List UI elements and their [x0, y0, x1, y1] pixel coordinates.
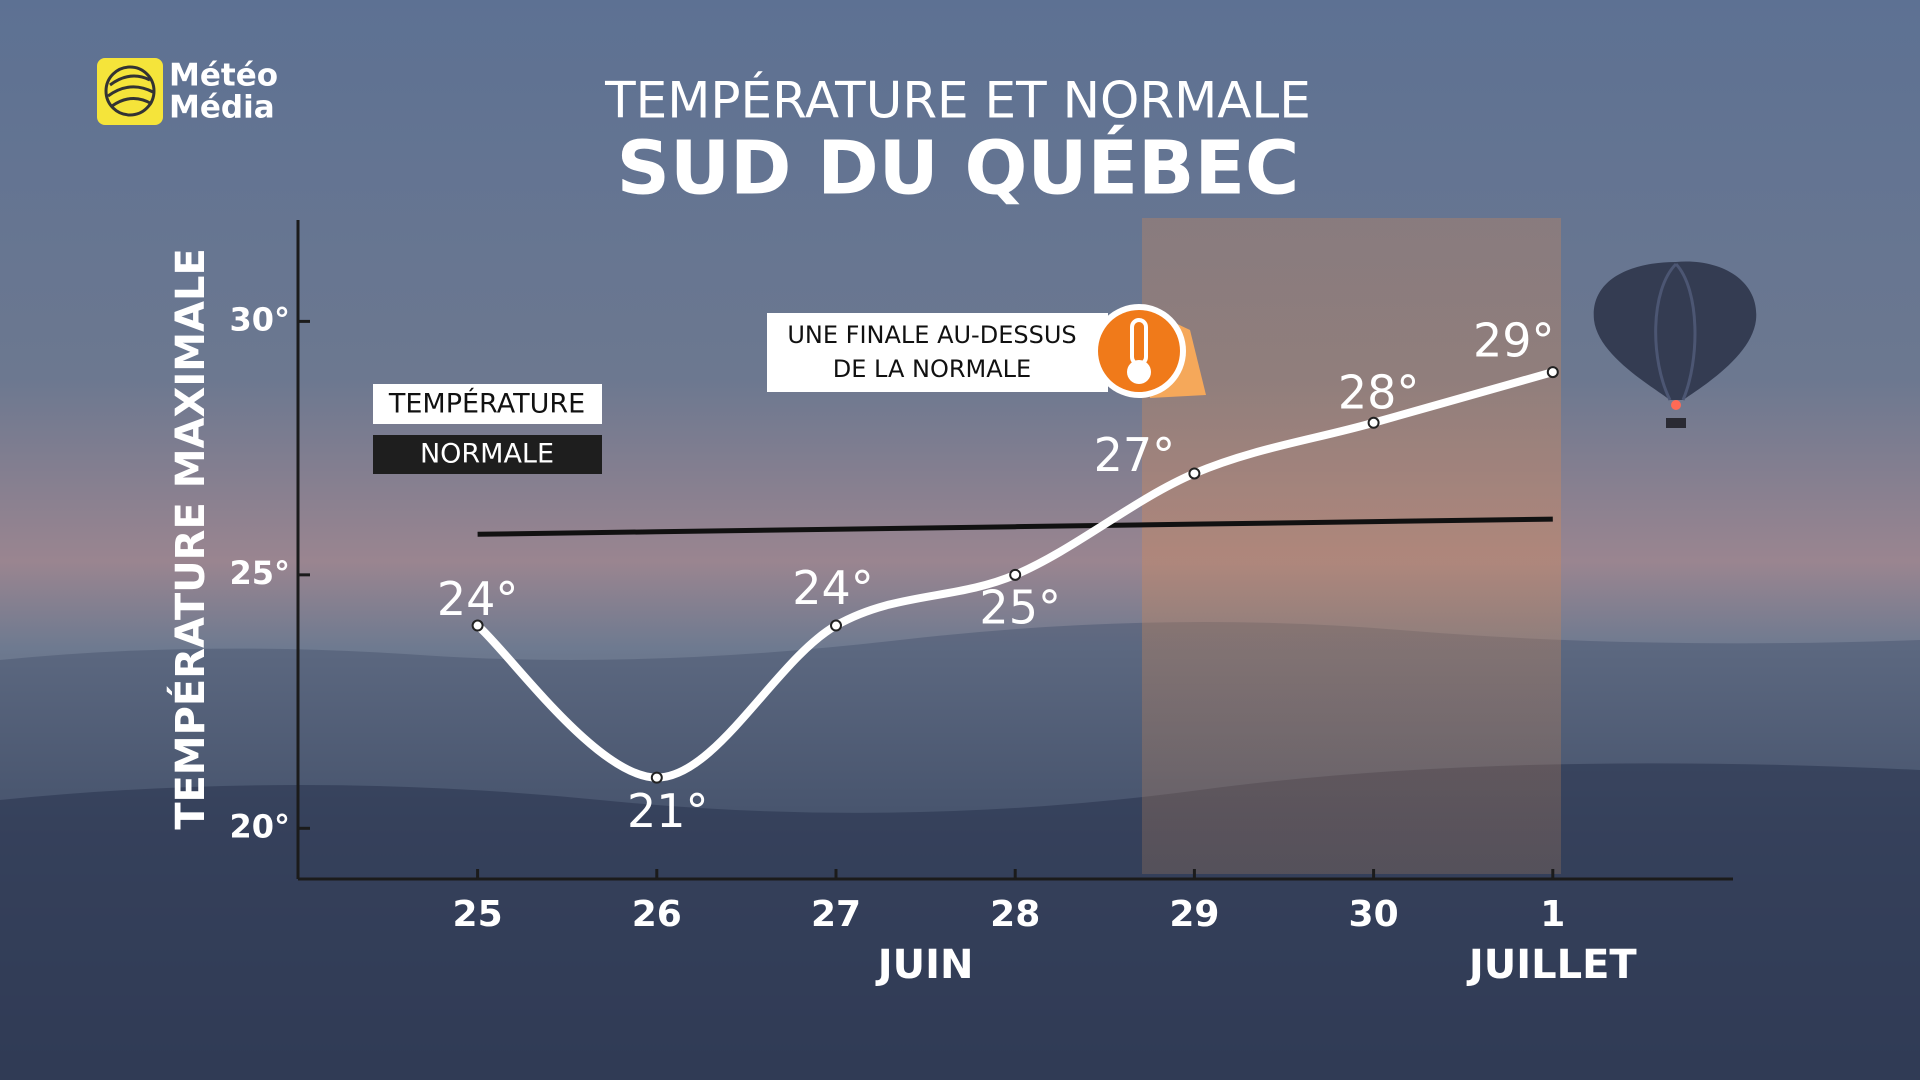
x-tick-label: 1 [1540, 894, 1565, 935]
month-label: JUILLET [1466, 942, 1638, 988]
y-tick-label: 20° [229, 807, 290, 845]
legend-swatch [373, 435, 602, 474]
legend-label: NORMALE [420, 439, 554, 470]
highlight-region [1142, 218, 1561, 874]
value-label: 24° [437, 572, 519, 626]
value-label: 28° [1338, 365, 1420, 419]
y-tick-label: 30° [229, 300, 290, 338]
balloon-basket [1666, 418, 1686, 428]
y-tick-label: 25° [229, 554, 290, 592]
x-tick-label: 26 [632, 894, 682, 935]
legend-swatch [373, 384, 602, 424]
logo-lines [107, 74, 154, 108]
annotation-text: UNE FINALE AU-DESSUS [787, 321, 1076, 349]
data-point [1367, 416, 1380, 429]
month-label: JUIN [875, 942, 974, 988]
balloon [1593, 261, 1757, 400]
x-tick-label: 27 [811, 894, 861, 935]
y-axis-title: TEMPÉRATURE MAXIMALE [166, 248, 214, 830]
chart-subtitle: SUD DU QUÉBEC [617, 124, 1300, 212]
data-point [1009, 568, 1022, 581]
value-label: 21° [627, 784, 709, 838]
value-label: 24° [792, 561, 874, 615]
x-tick-label: 25 [453, 894, 503, 935]
value-label: 29° [1473, 314, 1555, 368]
data-point [830, 619, 842, 632]
legend-label: TEMPÉRATURE [388, 388, 585, 420]
logo-text: Média [169, 90, 275, 126]
balloon [1654, 262, 1697, 401]
data-point [1546, 366, 1559, 379]
data-point [650, 771, 663, 784]
value-label: 25° [979, 580, 1061, 634]
plot: 20° 25° 30° 25 26 27 28 29 30 1 JUIN JUILLET 24° 21° 2… [229, 300, 1637, 988]
x-tick-label: 28 [990, 894, 1040, 935]
annotation-icon [1098, 310, 1180, 392]
data-point [1188, 467, 1201, 480]
normal-line [477, 516, 1553, 537]
thermometer [1127, 360, 1151, 384]
annotation-box [767, 313, 1108, 392]
balloon-flame [1671, 400, 1681, 410]
data-point [471, 619, 484, 632]
x-tick-label: 29 [1169, 894, 1219, 935]
chart-title: TEMPÉRATURE ET NORMALE [604, 71, 1311, 130]
value-label: 27° [1094, 428, 1176, 482]
logo-globe [104, 65, 156, 117]
annotation-text: DE LA NORMALE [833, 355, 1031, 383]
x-tick-label: 30 [1349, 894, 1399, 935]
logo-text: Météo [169, 58, 278, 94]
